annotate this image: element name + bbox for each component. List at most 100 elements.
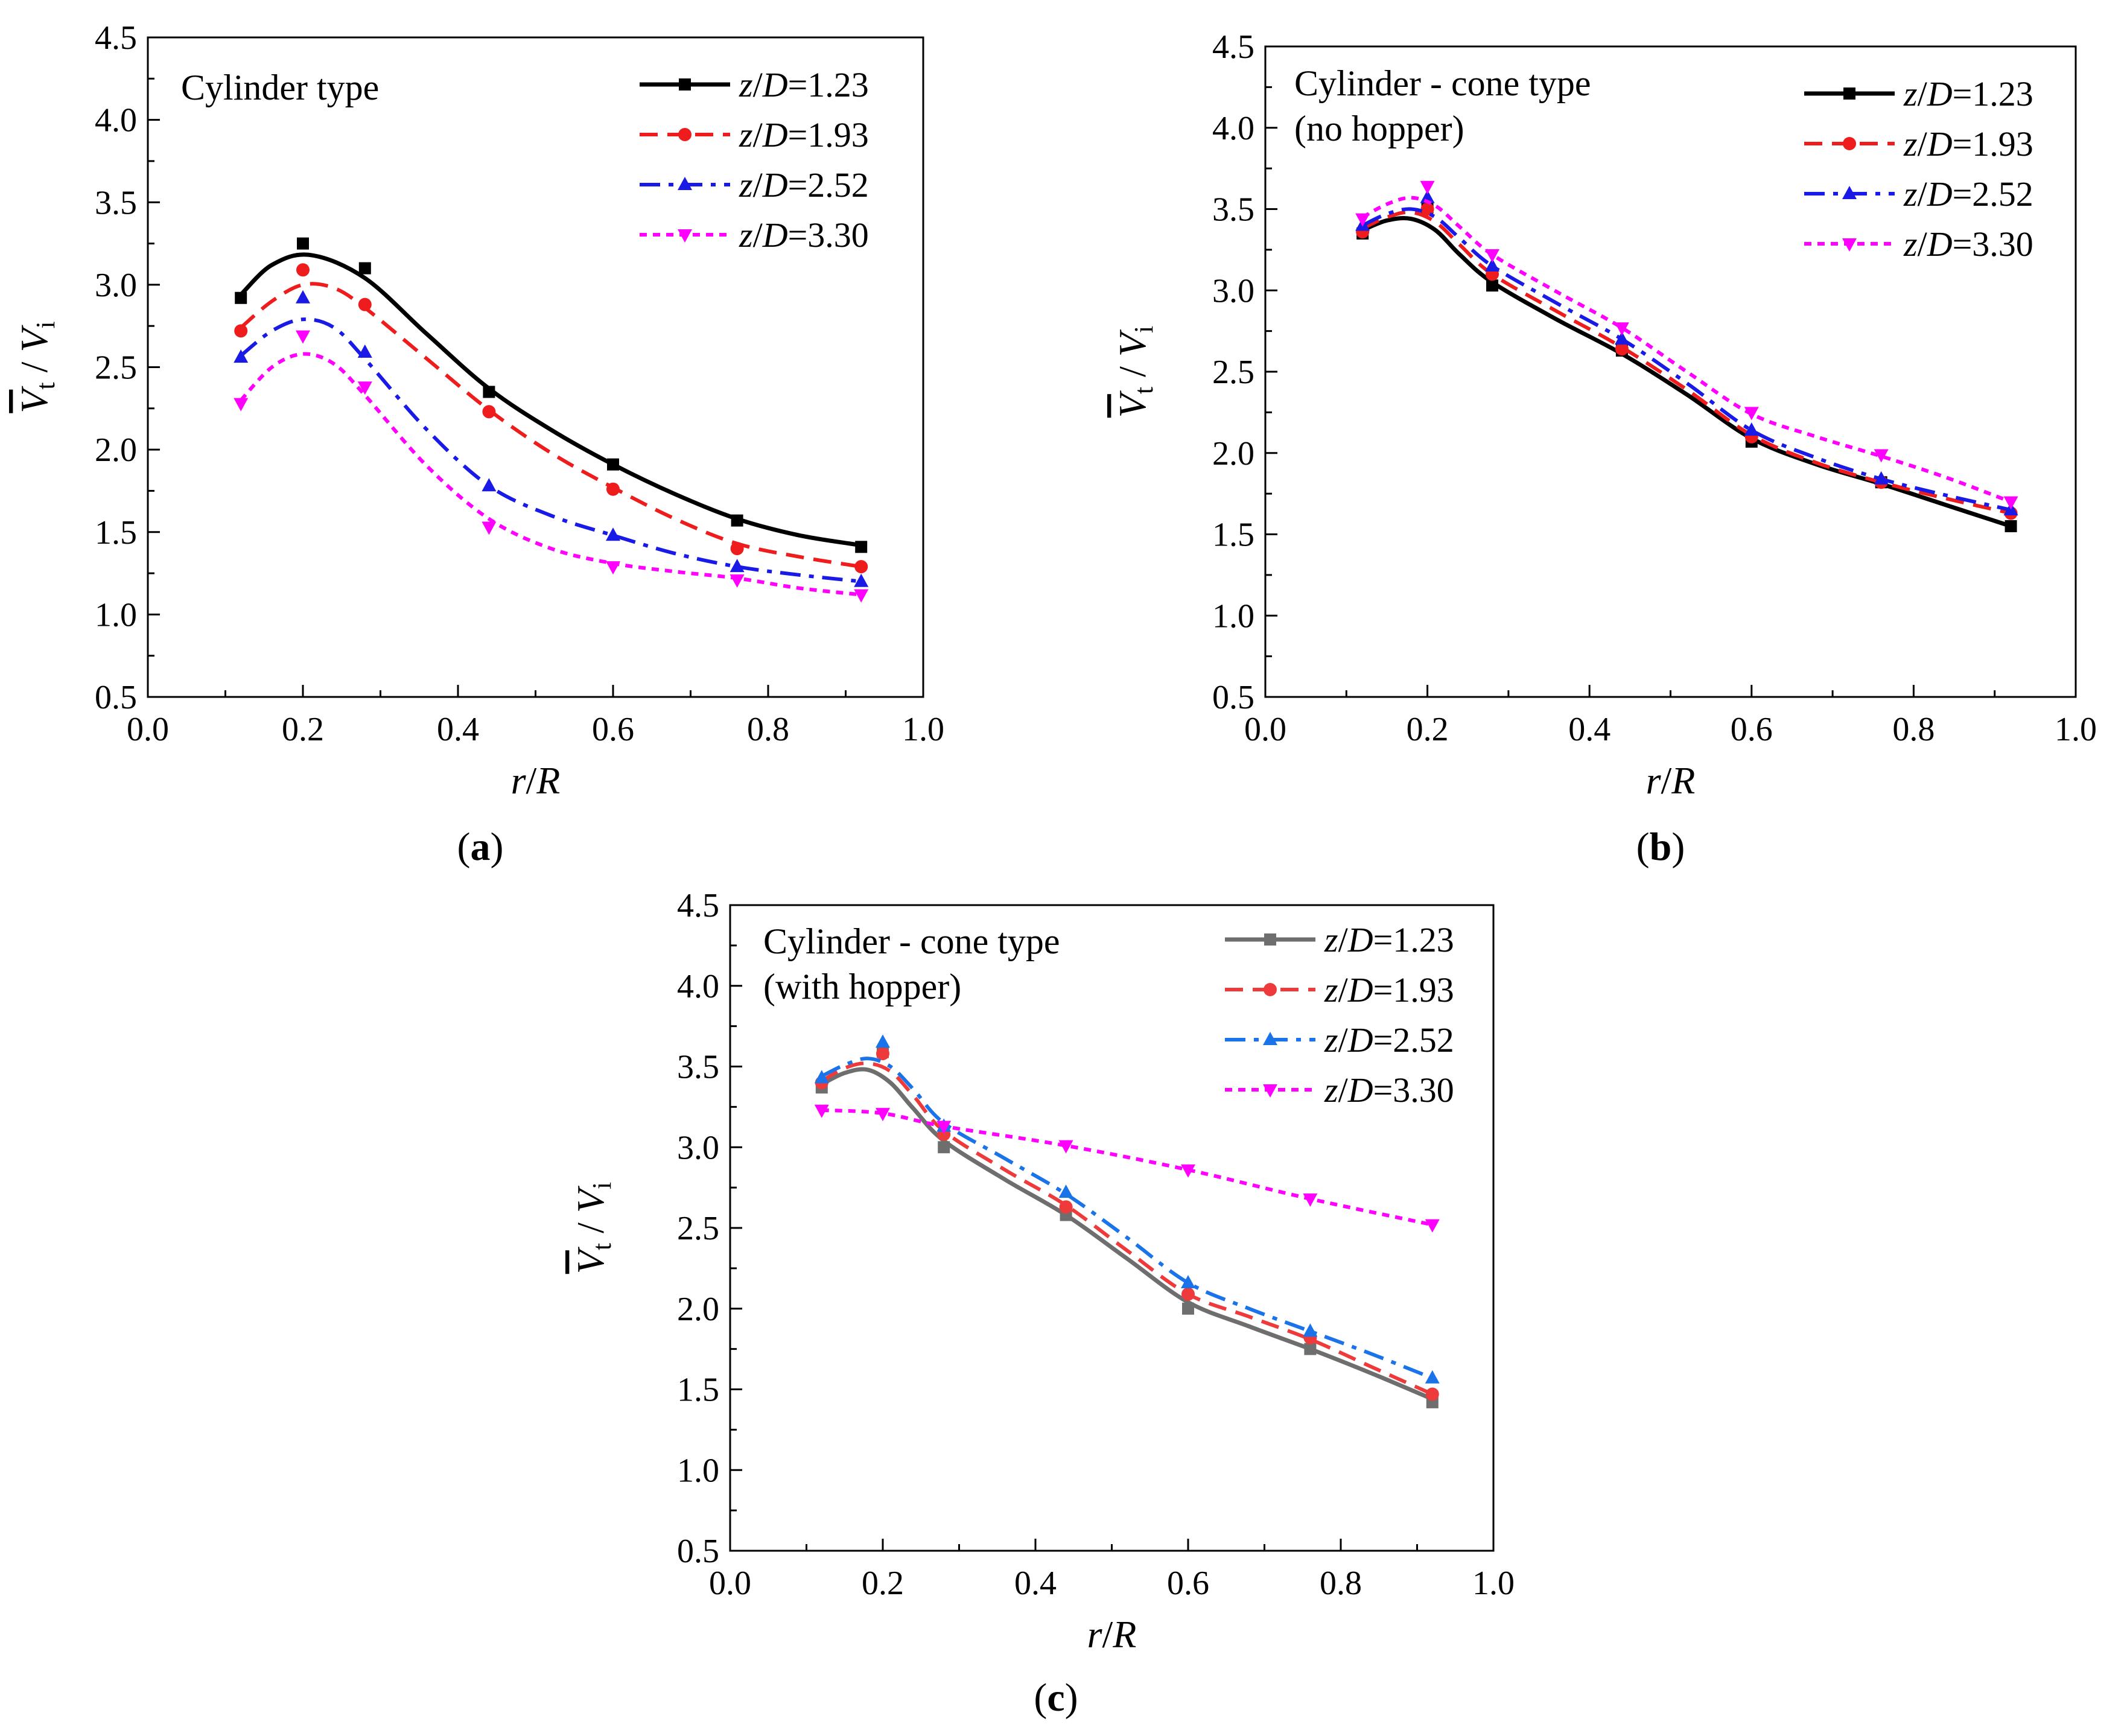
- y-tick-label: 3.0: [677, 1129, 719, 1166]
- legend-label: z/D=1.93: [1903, 124, 2033, 164]
- data-point: [1303, 1323, 1318, 1337]
- data-point: [234, 349, 249, 363]
- data-point: [1744, 407, 1759, 421]
- data-point: [1614, 331, 1629, 345]
- data-point: [357, 344, 372, 358]
- y-tick-label: 2.0: [95, 431, 137, 469]
- data-point: [1420, 189, 1435, 203]
- data-point: [1486, 279, 1499, 292]
- legend-label: z/D=3.30: [739, 215, 869, 255]
- chart-panel-b: 0.0 0.2 0.4 0.6 0.8 1.0 0.5 1.0 1.5 2.0 2.5 3.0 3.5 4…: [1111, 28, 2097, 869]
- panel-caption: (b): [1636, 825, 1685, 869]
- legend-label: z/D=3.30: [1324, 1070, 1454, 1110]
- panel-caption: (a): [457, 825, 504, 869]
- y-tick-label: 4.0: [677, 968, 719, 1005]
- legend-swatch-marker: [678, 229, 692, 243]
- legend-entry: z/D=3.30: [1804, 224, 2033, 264]
- data-point: [357, 381, 372, 395]
- data-point: [1485, 249, 1500, 262]
- series-line: [1361, 196, 2012, 504]
- panel-annotation: Cylinder type: [181, 68, 379, 107]
- data-point: [1181, 1274, 1195, 1288]
- data-point: [1058, 1140, 1073, 1154]
- y-tick-label: 4.5: [95, 19, 137, 57]
- y-tick-label: 3.5: [1212, 191, 1254, 229]
- x-tick-label: 0.8: [1892, 711, 1935, 748]
- y-tick-label: 2.5: [1212, 354, 1254, 391]
- data-point: [1181, 1287, 1195, 1301]
- x-tick-label: 0.2: [282, 711, 324, 748]
- x-axis-title: r/R: [511, 759, 561, 802]
- series-line: [239, 352, 862, 597]
- legend-label: z/D=2.52: [1324, 1020, 1454, 1060]
- data-point: [2003, 496, 2018, 510]
- legend-label: z/D=1.23: [1324, 920, 1454, 959]
- data-point: [876, 1108, 890, 1122]
- y-axis-title: Vt / Vi: [569, 1182, 617, 1274]
- data-point: [1744, 422, 1759, 436]
- data-point: [297, 237, 309, 250]
- data-point: [731, 514, 743, 527]
- series-1: [234, 263, 868, 574]
- data-point: [876, 1047, 889, 1061]
- legend-entry: z/D=1.23: [1804, 74, 2033, 113]
- legend-label: z/D=1.93: [1324, 970, 1454, 1009]
- x-axis-title: r/R: [1087, 1613, 1137, 1656]
- y-axis-title: Vt / Vi: [1111, 326, 1159, 418]
- data-point: [234, 324, 248, 338]
- legend-entry: z/D=1.93: [1804, 124, 2033, 164]
- data-point: [296, 290, 310, 304]
- series-line: [821, 1061, 1434, 1396]
- y-tick-label: 1.5: [1212, 517, 1254, 554]
- x-tick-label: 0.2: [1407, 711, 1449, 748]
- panel-annotation: Cylinder - cone type: [763, 921, 1060, 961]
- series-line: [239, 252, 862, 548]
- data-point: [854, 560, 868, 574]
- data-point: [607, 458, 619, 471]
- legend-label: z/D=1.23: [1903, 74, 2033, 113]
- x-tick-label: 0.6: [1167, 1565, 1209, 1602]
- legend-swatch-marker: [678, 128, 692, 141]
- x-tick-label: 1.0: [2055, 711, 2097, 748]
- y-tick-label: 3.5: [95, 184, 137, 221]
- x-axis-title: r/R: [1646, 759, 1696, 802]
- panel-annotation: (with hopper): [763, 967, 961, 1006]
- legend-swatch-marker: [1842, 238, 1857, 252]
- y-tick-label: 0.5: [1212, 679, 1254, 716]
- data-point: [482, 521, 497, 535]
- data-point: [1181, 1164, 1195, 1178]
- panel-annotation: Cylinder - cone type: [1294, 63, 1591, 103]
- legend-swatch-marker: [1263, 1032, 1277, 1045]
- y-tick-label: 3.0: [95, 267, 137, 304]
- legend-swatch-marker: [1843, 137, 1856, 150]
- y-axis-title: Vt / Vi: [13, 321, 60, 413]
- data-point: [1059, 1200, 1073, 1214]
- data-point: [296, 330, 310, 344]
- y-tick-label: 0.5: [95, 679, 137, 716]
- y-tick-label: 2.5: [95, 349, 137, 387]
- x-tick-label: 1.0: [902, 711, 944, 748]
- data-point: [606, 561, 620, 575]
- legend-entry: z/D=3.30: [640, 215, 869, 255]
- series-3: [234, 330, 869, 603]
- data-point: [358, 262, 371, 275]
- y-tick-label: 2.0: [1212, 435, 1254, 472]
- data-point: [936, 1121, 952, 1134]
- series-3: [1355, 180, 2018, 510]
- legend-entry: z/D=1.23: [1225, 920, 1454, 959]
- series-line: [821, 1067, 1434, 1401]
- series-0: [235, 237, 868, 553]
- series-2: [814, 1034, 1440, 1384]
- legend-swatch-marker: [1842, 186, 1857, 199]
- y-tick-label: 2.5: [677, 1210, 719, 1247]
- legend-label: z/D=3.30: [1903, 224, 2033, 264]
- data-point: [482, 405, 496, 419]
- y-tick-label: 3.0: [1212, 272, 1254, 310]
- legend-swatch-marker: [1263, 1084, 1277, 1098]
- legend-swatch-marker: [1264, 933, 1276, 946]
- data-point: [482, 478, 497, 492]
- data-point: [2005, 520, 2017, 533]
- data-point: [358, 297, 372, 311]
- x-tick-label: 0.2: [862, 1565, 904, 1602]
- data-point: [854, 573, 869, 587]
